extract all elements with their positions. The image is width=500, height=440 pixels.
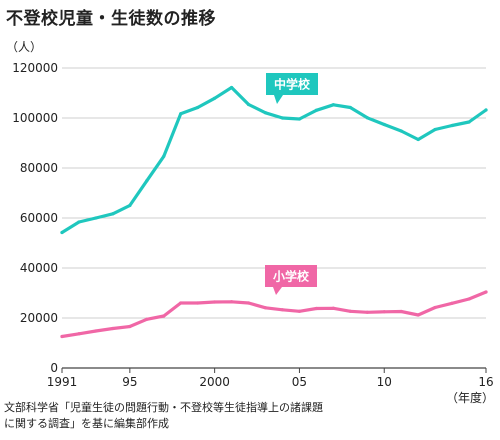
- data-point: [246, 102, 251, 107]
- data-point: [331, 103, 335, 107]
- x-tick-label: 05: [292, 375, 307, 389]
- data-point: [331, 306, 335, 310]
- data-point: [450, 301, 454, 305]
- data-point: [230, 300, 234, 304]
- data-point: [297, 309, 302, 313]
- data-point: [230, 85, 234, 90]
- data-point: [484, 290, 488, 294]
- data-point: [60, 230, 64, 235]
- source-line-1: 文部科学省「児童生徒の問題行動・不登校等生徒指導上の諸課題: [4, 401, 323, 414]
- series-line-1: [60, 290, 488, 339]
- data-point: [196, 301, 200, 305]
- data-point: [111, 212, 115, 216]
- data-point: [196, 105, 200, 110]
- data-point: [382, 310, 386, 314]
- data-point: [382, 122, 386, 127]
- chart-title: 不登校児童・生徒数の推移: [6, 9, 216, 29]
- data-point: [416, 313, 420, 317]
- x-tick-label: 2000: [199, 375, 230, 389]
- data-point: [77, 220, 81, 224]
- data-point: [484, 108, 488, 112]
- series-label-pointer: [273, 287, 282, 295]
- series-lines: [60, 85, 488, 339]
- data-point: [365, 116, 369, 120]
- data-point: [399, 129, 403, 133]
- data-point: [111, 326, 115, 331]
- data-point: [416, 137, 420, 142]
- x-tick-label: 95: [122, 375, 137, 389]
- data-point: [433, 305, 437, 310]
- series-label-text: 中学校: [274, 77, 311, 92]
- y-tick-label: 40000: [20, 261, 58, 275]
- data-point: [314, 108, 318, 112]
- grid-lines: [62, 67, 486, 369]
- data-point: [179, 301, 183, 305]
- data-point: [213, 300, 217, 304]
- data-point: [128, 324, 132, 329]
- series-label-box: [266, 73, 318, 95]
- data-point: [162, 314, 166, 318]
- series-line-0: [60, 85, 488, 235]
- data-point: [399, 309, 403, 314]
- y-tick-label: 120000: [12, 61, 58, 75]
- data-point: [433, 127, 437, 132]
- source-note: 文部科学省「児童生徒の問題行動・不登校等生徒指導上の諸課題 に関する調査」を基に…: [4, 400, 323, 432]
- x-tick-label: 10: [377, 375, 392, 389]
- data-point: [179, 112, 183, 116]
- data-point: [77, 332, 81, 336]
- y-tick-label: 80000: [20, 161, 58, 175]
- data-point: [297, 117, 302, 121]
- y-axis-unit-label: （人）: [6, 40, 43, 54]
- y-tick-label: 20000: [20, 311, 58, 325]
- x-axis-tick-labels: 1991 95 2000 05 10 16（年度）: [47, 368, 494, 405]
- data-point: [60, 334, 64, 339]
- data-point: [348, 105, 352, 110]
- y-tick-label: 100000: [12, 111, 58, 125]
- x-tick-label: 1991: [47, 375, 78, 389]
- data-point: [145, 317, 149, 321]
- data-point: [280, 116, 285, 120]
- data-point: [246, 301, 251, 305]
- data-point: [263, 306, 268, 310]
- data-point: [450, 123, 454, 128]
- x-axis-unit-label: （年度）: [446, 390, 494, 405]
- data-point: [213, 96, 217, 100]
- series-label-text: 小学校: [273, 269, 310, 284]
- y-axis-tick-labels: 0 20000 40000 60000 80000 100000 120000: [12, 61, 58, 375]
- series-label-box: [265, 265, 317, 287]
- series-label-pointer: [274, 95, 283, 104]
- data-point: [162, 154, 166, 158]
- data-point: [348, 309, 352, 313]
- data-point: [467, 297, 471, 301]
- data-point: [145, 179, 149, 183]
- source-line-2: に関する調査」を基に編集部作成: [4, 417, 169, 430]
- data-point: [314, 306, 318, 311]
- data-point: [94, 216, 98, 220]
- data-point: [263, 111, 268, 115]
- x-tick-label: 16: [478, 375, 493, 389]
- series-label-tag-1: 小学校: [265, 265, 317, 295]
- data-point: [128, 203, 132, 208]
- y-tick-label: 60000: [20, 211, 58, 225]
- series-label-tag-0: 中学校: [266, 73, 318, 104]
- data-point: [280, 308, 285, 312]
- data-point: [365, 310, 369, 314]
- data-point: [467, 120, 471, 124]
- data-point: [94, 329, 98, 333]
- y-tick-label: 0: [50, 361, 58, 375]
